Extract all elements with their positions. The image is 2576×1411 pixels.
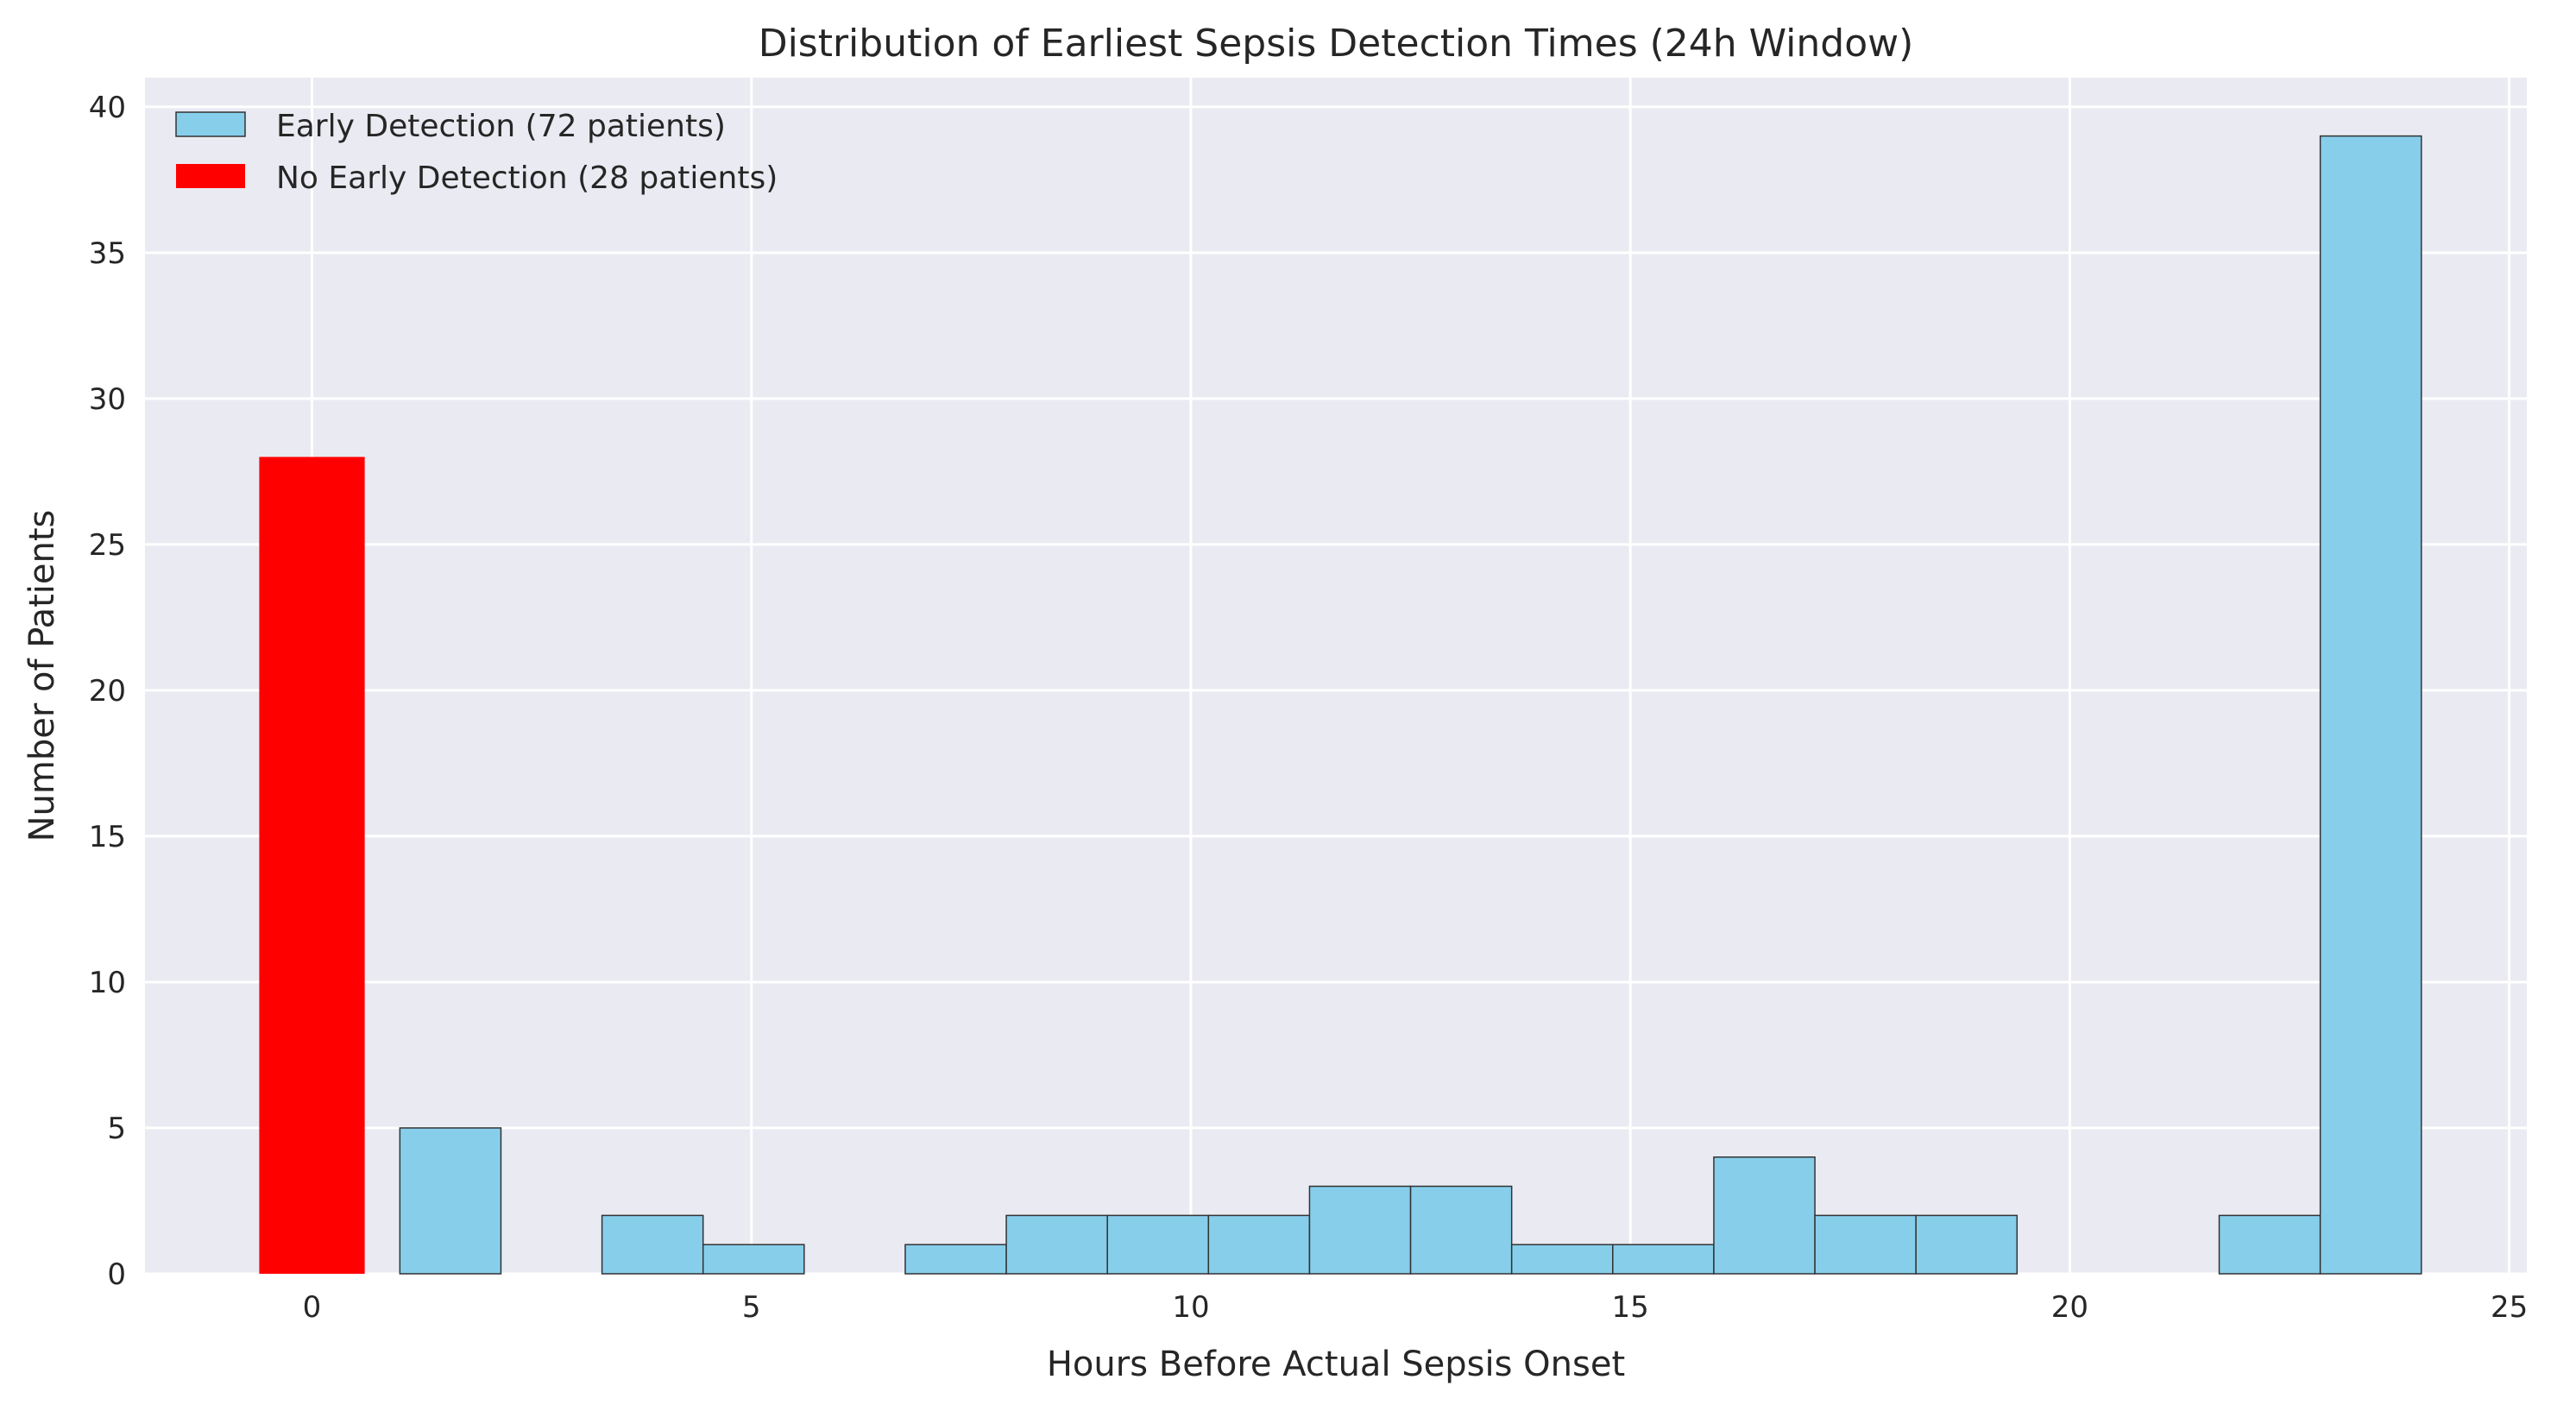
legend: Early Detection (72 patients) No Early D… <box>175 109 778 196</box>
x-tick-label: 25 <box>2491 1290 2528 1325</box>
y-tick-label: 40 <box>89 91 126 125</box>
x-tick-labels: 0 5 10 15 20 25 <box>303 1290 2529 1325</box>
bar-early-detection <box>601 1214 704 1275</box>
bar-early-detection <box>2319 135 2422 1275</box>
x-tick-label: 15 <box>1612 1290 1649 1325</box>
y-tick-label: 25 <box>89 528 126 563</box>
x-tick-label: 10 <box>1172 1290 1209 1325</box>
bar-early-detection <box>1005 1214 1108 1275</box>
y-tick-label: 10 <box>89 966 126 1000</box>
bar-early-detection <box>2218 1214 2321 1275</box>
y-axis-label: Number of Patients <box>22 510 62 842</box>
y-tick-label: 20 <box>89 674 126 709</box>
x-tick-label: 5 <box>742 1290 761 1325</box>
y-tick-label: 15 <box>89 820 126 854</box>
legend-swatch-no-early-detection <box>176 164 245 188</box>
x-tick-label: 0 <box>303 1290 322 1325</box>
bar-early-detection <box>1915 1214 2019 1275</box>
legend-label-no-early-detection: No Early Detection (28 patients) <box>276 161 778 196</box>
bar-early-detection <box>1106 1214 1210 1275</box>
y-tick-label: 5 <box>107 1112 126 1146</box>
bar-early-detection <box>1207 1214 1311 1275</box>
plot-background <box>145 78 2527 1274</box>
y-tick-label: 0 <box>107 1257 126 1292</box>
chart-title: Distribution of Earliest Sepsis Detectio… <box>759 22 1914 66</box>
grid-lines <box>145 78 2527 1276</box>
bar-early-detection <box>904 1244 1007 1275</box>
legend-swatch-early-detection <box>175 111 246 137</box>
y-tick-label: 30 <box>89 382 126 417</box>
y-tick-label: 35 <box>89 236 126 271</box>
bar-early-detection <box>1612 1244 1715 1275</box>
x-axis-label: Hours Before Actual Sepsis Onset <box>1047 1345 1625 1384</box>
bar-early-detection <box>1814 1214 1917 1275</box>
bar-early-detection <box>1409 1185 1513 1275</box>
y-tick-labels: 0 5 10 15 20 25 30 35 40 <box>89 91 126 1292</box>
legend-label-early-detection: Early Detection (72 patients) <box>276 109 726 144</box>
bar-early-detection <box>399 1127 502 1275</box>
bar-early-detection <box>1713 1156 1816 1275</box>
x-tick-label: 20 <box>2051 1290 2088 1325</box>
bar-early-detection <box>1510 1244 1614 1275</box>
bar-no-early-detection <box>259 457 365 1274</box>
bars-group <box>259 135 2422 1275</box>
bar-early-detection <box>702 1244 805 1275</box>
bar-early-detection <box>1308 1185 1412 1275</box>
